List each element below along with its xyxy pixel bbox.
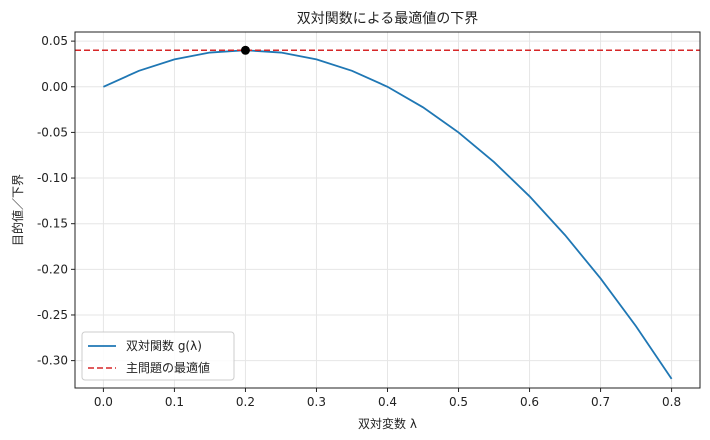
y-tick-label: -0.30 [37, 354, 68, 368]
y-tick-label: -0.20 [37, 262, 68, 276]
series-layer [75, 45, 700, 380]
x-tick-label: 0.5 [449, 395, 468, 409]
y-axis-title: 目的値／下界 [10, 174, 25, 246]
axis-ticks: 0.0 0.1 0.2 0.3 0.4 0.5 0.6 0.7 0.8 0.05 0.00 -0.05… [37, 34, 681, 409]
x-tick-label: 0.3 [307, 395, 326, 409]
x-tick-label: 0.7 [591, 395, 610, 409]
legend-box [81, 331, 235, 381]
x-axis-title: 双対変数 λ [358, 416, 417, 431]
x-tick-label: 0.0 [94, 395, 113, 409]
legend: 双対関数 g(λ) 主問題の最適値 [81, 331, 235, 381]
x-tick-label: 0.6 [520, 395, 539, 409]
legend-label-primal: 主問題の最適値 [126, 360, 210, 375]
y-tick-label: -0.05 [37, 125, 68, 139]
y-tick-label: -0.15 [37, 217, 68, 231]
x-tick-label: 0.4 [378, 395, 397, 409]
x-tick-label: 0.2 [236, 395, 255, 409]
legend-label-dual: 双対関数 g(λ) [126, 338, 202, 353]
chart-title: 双対関数による最適値の下界 [297, 10, 479, 27]
y-tick-label: -0.25 [37, 308, 68, 322]
x-tick-label: 0.1 [165, 395, 184, 409]
y-tick-label: 0.05 [41, 34, 68, 48]
y-tick-label: 0.00 [41, 80, 68, 94]
dual-function-line [103, 49, 673, 380]
x-tick-label: 0.8 [662, 395, 681, 409]
optimal-point-marker [240, 45, 250, 55]
y-tick-label: -0.10 [37, 171, 68, 185]
